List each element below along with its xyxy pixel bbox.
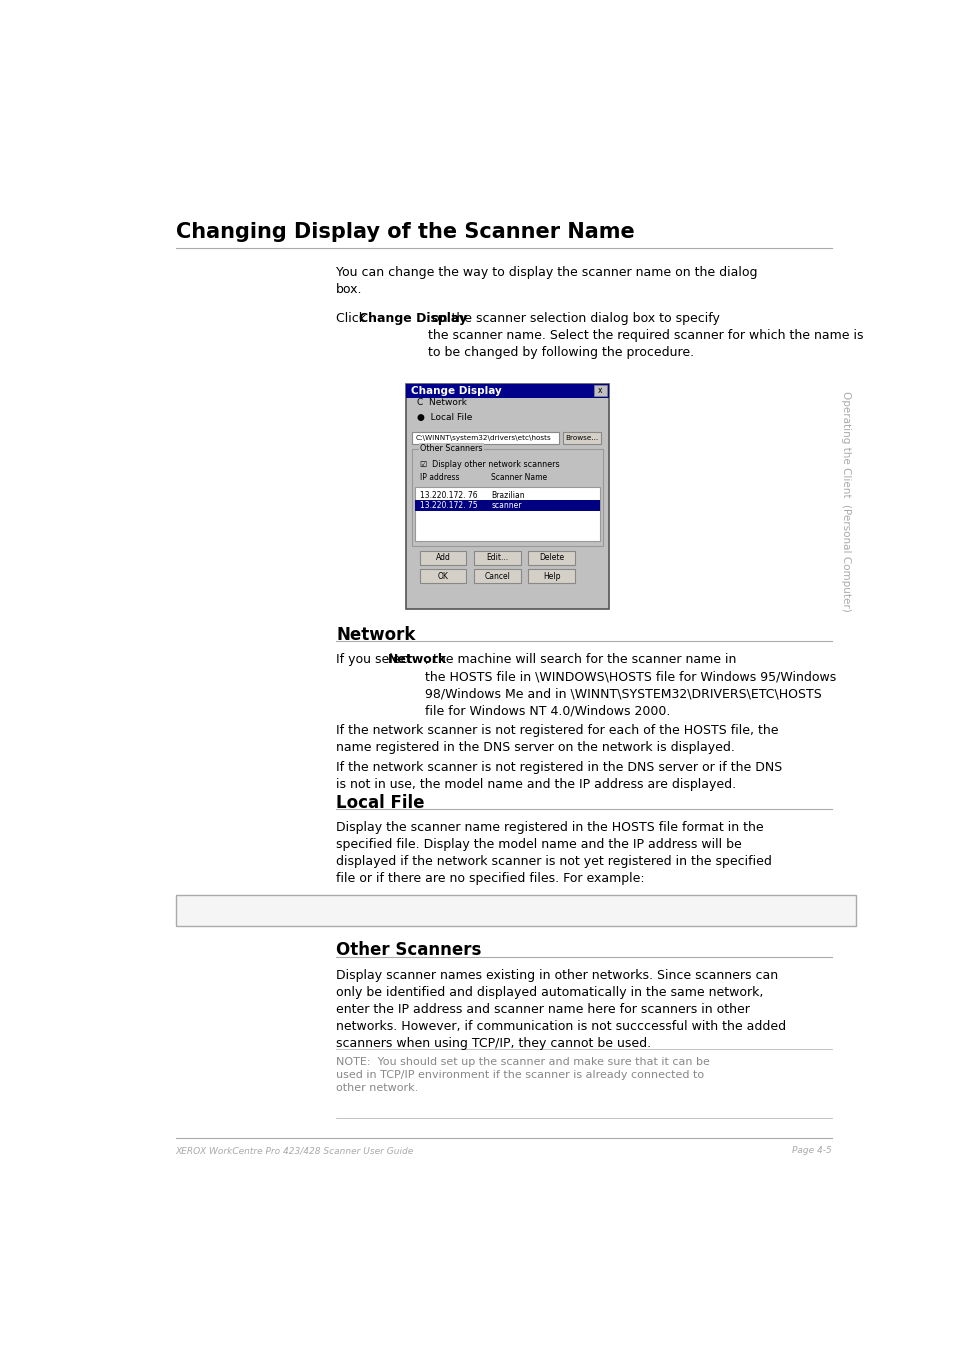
Text: 13.220.172.75 scanner: 13.220.172.75 scanner	[187, 904, 333, 917]
Text: You can change the way to display the scanner name on the dialog
box.: You can change the way to display the sc…	[335, 266, 757, 296]
Bar	[528, 551, 575, 565]
Text: Network: Network	[335, 626, 416, 643]
Bar	[412, 449, 602, 546]
Text: Local File: Local File	[335, 793, 424, 812]
Text: Click: Click	[335, 312, 370, 326]
Bar	[412, 431, 558, 444]
Text: C  Network: C Network	[416, 397, 466, 407]
Text: Scanner Name: Scanner Name	[491, 473, 547, 482]
Text: NOTE:  You should set up the scanner and make sure that it can be
used in TCP/IP: NOTE: You should set up the scanner and …	[335, 1056, 709, 1093]
Text: If the network scanner is not registered for each of the HOSTS file, the
name re: If the network scanner is not registered…	[335, 724, 778, 754]
Text: Page 4-5: Page 4-5	[792, 1146, 831, 1155]
Text: Add: Add	[436, 554, 450, 562]
Text: Help: Help	[542, 571, 559, 581]
Text: scanner: scanner	[491, 501, 521, 511]
Text: C:\WINNT\system32\drivers\etc\hosts: C:\WINNT\system32\drivers\etc\hosts	[415, 435, 551, 440]
Bar	[406, 384, 608, 609]
Text: Other Scanners: Other Scanners	[419, 444, 482, 453]
Text: Other Scanners: Other Scanners	[335, 942, 481, 959]
Text: XEROX WorkCentre Pro 423/428 Scanner User Guide: XEROX WorkCentre Pro 423/428 Scanner Use…	[175, 1146, 414, 1155]
Text: ☑  Display other network scanners: ☑ Display other network scanners	[419, 461, 559, 469]
Text: Display the scanner name registered in the HOSTS file format in the
specified fi: Display the scanner name registered in t…	[335, 821, 771, 885]
Text: ●  Local File: ● Local File	[416, 413, 472, 423]
Text: x: x	[598, 386, 602, 396]
Bar	[415, 500, 599, 511]
Bar	[415, 488, 599, 540]
Bar	[419, 551, 466, 565]
Text: Brazilian: Brazilian	[491, 490, 524, 500]
Text: OK: OK	[437, 571, 448, 581]
Text: If you select: If you select	[335, 654, 416, 666]
Text: Edit...: Edit...	[486, 554, 508, 562]
Bar	[474, 551, 520, 565]
Bar	[594, 385, 606, 396]
Text: Browse...: Browse...	[565, 435, 598, 440]
Bar	[562, 431, 600, 444]
Text: Operating the Client  (Personal Computer): Operating the Client (Personal Computer)	[841, 390, 850, 611]
Text: on the scanner selection dialog box to specify
the scanner name. Select the requ: on the scanner selection dialog box to s…	[427, 312, 862, 359]
Text: If the network scanner is not registered in the DNS server or if the DNS
is not : If the network scanner is not registered…	[335, 761, 781, 792]
Bar	[474, 570, 520, 584]
Text: Network: Network	[388, 654, 447, 666]
Bar	[175, 896, 856, 925]
Text: Delete: Delete	[538, 554, 563, 562]
Text: 13.220.172. 76: 13.220.172. 76	[419, 490, 477, 500]
Text: Change Display: Change Display	[359, 312, 467, 326]
Text: IP address: IP address	[419, 473, 459, 482]
Bar	[528, 570, 575, 584]
Bar	[406, 384, 608, 397]
Text: Change Display: Change Display	[410, 386, 501, 396]
Bar	[419, 570, 466, 584]
Text: Cancel: Cancel	[484, 571, 510, 581]
Text: 13.220.172. 75: 13.220.172. 75	[419, 501, 477, 511]
Text: , the machine will search for the scanner name in
the HOSTS file in \WINDOWS\HOS: , the machine will search for the scanne…	[425, 654, 836, 717]
Text: Display scanner names existing in other networks. Since scanners can
only be ide: Display scanner names existing in other …	[335, 969, 785, 1050]
Text: Changing Display of the Scanner Name: Changing Display of the Scanner Name	[175, 222, 634, 242]
